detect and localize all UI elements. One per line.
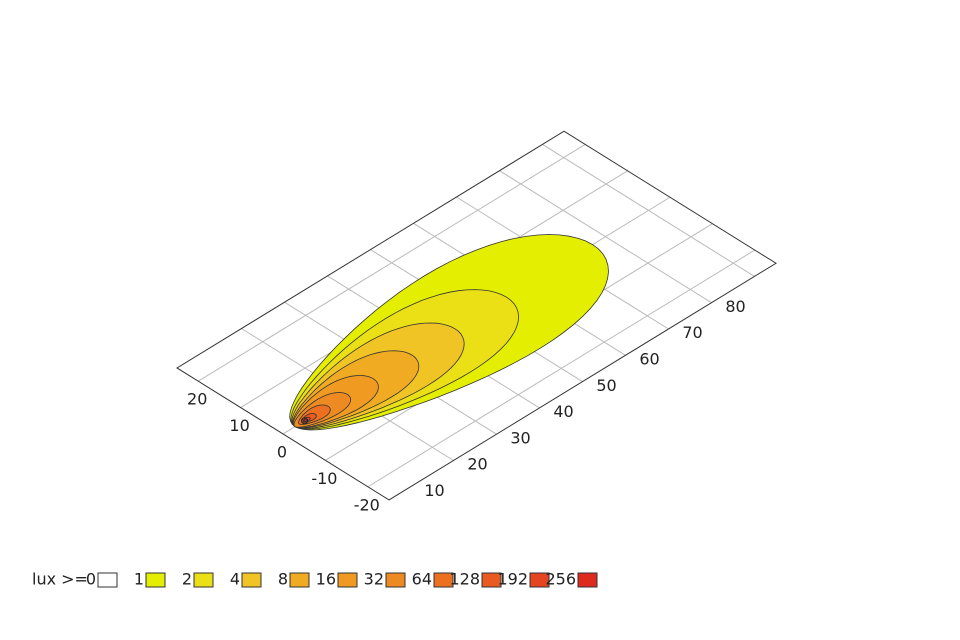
y-tick-label: 0 — [277, 442, 287, 461]
legend-level: 0 — [86, 570, 96, 589]
y-tick-label: 10 — [229, 416, 249, 435]
y-tick-label: -10 — [311, 469, 337, 488]
legend-swatch — [433, 572, 454, 588]
plane-border — [176, 130, 777, 501]
legend-swatch — [337, 572, 358, 588]
x-tick-label: 60 — [639, 350, 659, 369]
luminaire — [301, 417, 308, 425]
legend-level: 1 — [134, 570, 144, 589]
legend-level: 32 — [364, 570, 384, 589]
x-tick-label: 40 — [553, 402, 573, 421]
legend-swatch — [529, 572, 550, 588]
y-tick-label: -20 — [354, 495, 380, 514]
grid-line — [367, 249, 756, 488]
legend-level: 2 — [182, 570, 192, 589]
x-tick-label: 80 — [725, 297, 745, 316]
legend-level: 64 — [412, 570, 432, 589]
legend-swatch — [289, 572, 310, 588]
x-tick-label: 50 — [596, 376, 616, 395]
x-tick-label: 70 — [682, 323, 702, 342]
y-tick-label: 20 — [187, 390, 207, 409]
legend-swatch — [97, 572, 118, 588]
legend-level: 8 — [278, 570, 288, 589]
legend-swatch — [481, 572, 502, 588]
legend-swatch — [385, 572, 406, 588]
x-tick-label: 20 — [467, 455, 487, 474]
legend-level: 4 — [230, 570, 240, 589]
legend-swatch — [577, 572, 598, 588]
x-tick-label: 10 — [424, 481, 444, 500]
legend-label: lux >= — [32, 570, 88, 589]
legend-swatch — [193, 572, 214, 588]
legend-level: 256 — [545, 570, 576, 589]
legend-level: 128 — [449, 570, 480, 589]
legend-swatch — [145, 572, 166, 588]
legend-level: 192 — [497, 570, 528, 589]
legend-level: 16 — [316, 570, 336, 589]
legend-swatch — [241, 572, 262, 588]
grid-line — [197, 144, 586, 382]
x-tick-label: 30 — [510, 428, 530, 447]
